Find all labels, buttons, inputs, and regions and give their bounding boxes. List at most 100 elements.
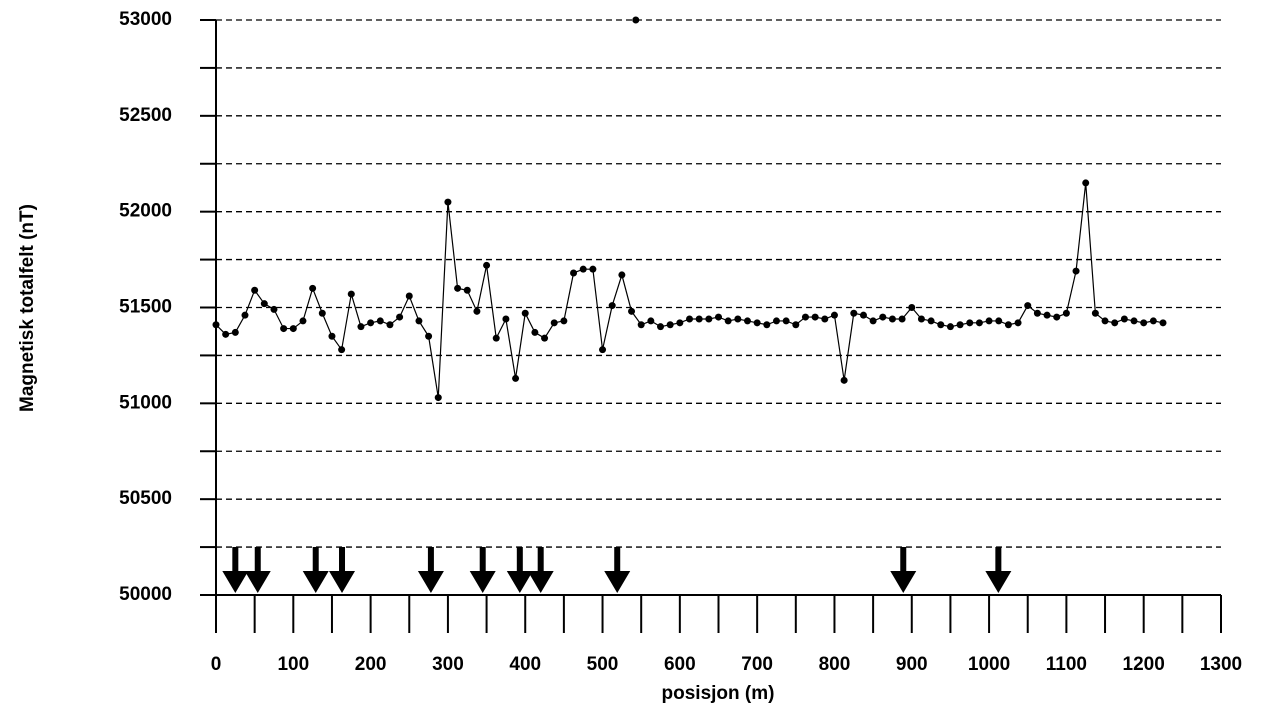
y-tick-label: 51500 (119, 297, 172, 318)
data-point (1024, 302, 1032, 310)
data-point (560, 317, 568, 325)
data-point (550, 319, 558, 327)
data-point (338, 346, 346, 354)
data-point (1140, 319, 1148, 327)
data-point (859, 311, 867, 319)
x-tick-label: 0 (211, 654, 222, 675)
data-point (405, 292, 413, 300)
arrow (469, 547, 496, 593)
arrow (604, 547, 631, 593)
data-point (782, 317, 790, 325)
data-point (251, 286, 259, 294)
data-point (966, 319, 974, 327)
y-tick-label: 51000 (119, 392, 172, 413)
x-tick-label: 600 (664, 654, 696, 675)
data-point (724, 317, 732, 325)
data-point (1072, 267, 1080, 275)
data-point (1159, 319, 1167, 327)
data-point (937, 321, 945, 329)
data-point (222, 330, 230, 338)
data-point (830, 311, 838, 319)
y-tick-label: 52000 (119, 201, 172, 222)
data-point (1149, 317, 1157, 325)
data-point (628, 307, 636, 315)
x-axis-label: posisjon (m) (662, 683, 775, 704)
data-point (570, 269, 578, 277)
data-point (386, 321, 394, 329)
data-point (840, 376, 848, 384)
data-point (1120, 315, 1128, 323)
data-point (1004, 321, 1012, 329)
data-point (850, 309, 858, 317)
arrow (527, 547, 554, 593)
data-point (357, 323, 365, 331)
data-point (241, 311, 249, 319)
data-point (985, 317, 993, 325)
data-point (705, 315, 713, 323)
x-tick-label: 200 (355, 654, 387, 675)
x-tick-label: 500 (587, 654, 619, 675)
x-tick-label: 300 (432, 654, 464, 675)
data-point (753, 319, 761, 327)
data-point (415, 317, 423, 325)
data-point (231, 328, 239, 336)
arrow (506, 547, 533, 593)
data-point (260, 300, 268, 308)
data-point (492, 334, 500, 342)
data-point (376, 317, 384, 325)
data-point (995, 317, 1003, 325)
data-point (1130, 317, 1138, 325)
data-point (946, 323, 954, 331)
data-point (1101, 317, 1109, 325)
data-point (280, 325, 288, 333)
data-point (463, 286, 471, 294)
data-point (483, 261, 491, 269)
data-point (647, 317, 655, 325)
data-point (1082, 179, 1090, 187)
y-tick-label: 50500 (119, 488, 172, 509)
data-point (1111, 319, 1119, 327)
data-point (531, 328, 539, 336)
data-point (632, 16, 640, 24)
data-point (1062, 309, 1070, 317)
data-point (657, 323, 665, 331)
data-point (618, 271, 626, 279)
x-tick-label: 400 (509, 654, 541, 675)
data-point (666, 321, 674, 329)
data-point (599, 346, 607, 354)
data-point (367, 319, 375, 327)
x-tick-label: 100 (277, 654, 309, 675)
arrow (417, 547, 444, 593)
data-point (888, 315, 896, 323)
data-point (328, 332, 336, 340)
data-point (869, 317, 877, 325)
data-point (917, 315, 925, 323)
data-point (608, 302, 616, 310)
data-point (521, 309, 529, 317)
data-point (676, 319, 684, 327)
arrow (302, 547, 329, 593)
data-line (215, 182, 1164, 398)
data-point (1053, 313, 1061, 321)
data-point (801, 313, 809, 321)
data-point (1043, 311, 1051, 319)
data-point (579, 265, 587, 273)
data-point (1091, 309, 1099, 317)
arrow (985, 547, 1012, 593)
data-point (212, 321, 220, 329)
data-point (589, 265, 597, 273)
data-point (927, 317, 935, 325)
data-point (502, 315, 510, 323)
data-point (772, 317, 780, 325)
data-point (425, 332, 433, 340)
data-point (686, 315, 694, 323)
arrow (244, 547, 271, 593)
data-point (434, 394, 442, 402)
data-point (270, 305, 278, 313)
data-point (975, 319, 983, 327)
data-point (821, 315, 829, 323)
data-point (898, 315, 906, 323)
data-point (956, 321, 964, 329)
x-tick-label: 1200 (1123, 654, 1165, 675)
